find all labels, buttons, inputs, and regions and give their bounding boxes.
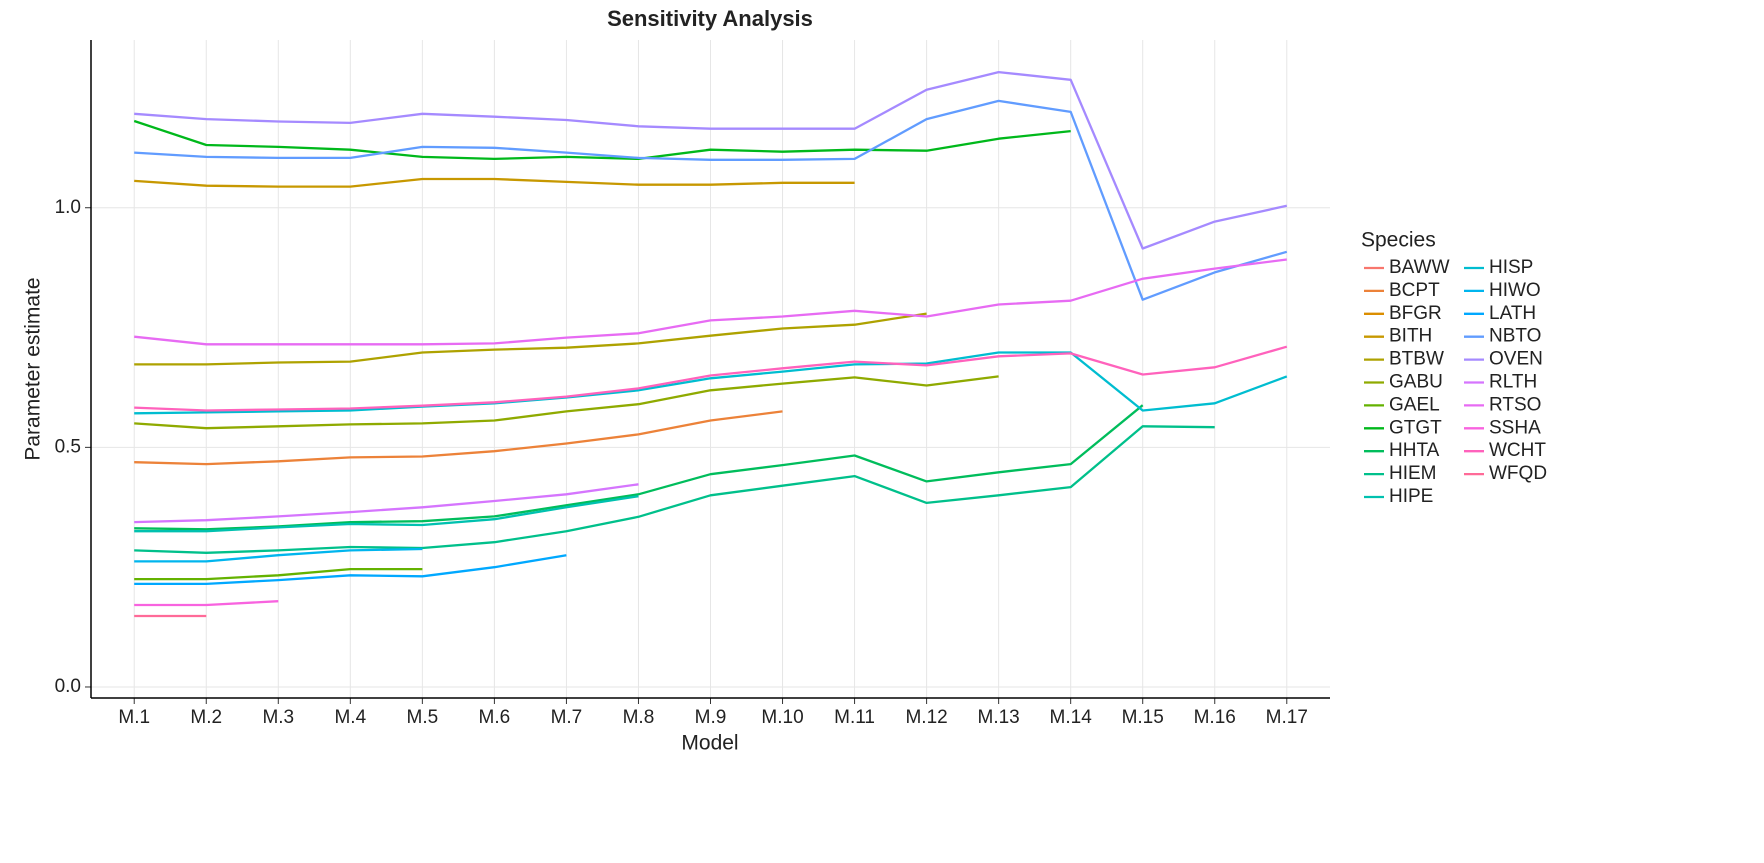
legend-label: RLTH: [1489, 372, 1537, 393]
x-tick-label: M.2: [190, 707, 222, 728]
legend-label: HIPE: [1389, 486, 1433, 507]
y-tick-label: 0.0: [55, 676, 81, 697]
series-line: [134, 70, 1288, 250]
x-tick-label: M.7: [551, 707, 583, 728]
x-tick-label: M.11: [834, 707, 875, 728]
series-line: [134, 351, 1288, 415]
series-line: [134, 258, 1287, 346]
x-tick-label: M.14: [1050, 707, 1093, 728]
x-tick-label: M.12: [905, 707, 947, 728]
series-line: [134, 567, 423, 581]
series-line: [134, 495, 639, 533]
legend-label: HISP: [1489, 257, 1533, 278]
x-tick-label: M.3: [262, 707, 294, 728]
series-line: [134, 312, 927, 366]
legend-label: NBTO: [1489, 326, 1541, 347]
x-tick-label: M.9: [695, 707, 727, 728]
legend-label: GAEL: [1389, 394, 1440, 415]
series-line: [134, 404, 1144, 531]
legend-label: HIWO: [1489, 280, 1541, 301]
x-axis-title: Model: [681, 732, 738, 755]
x-tick-label: M.16: [1194, 707, 1236, 728]
y-tick-label: 1.0: [55, 197, 81, 218]
chart-title: Sensitivity Analysis: [607, 6, 813, 31]
legend-label: BAWW: [1389, 257, 1450, 278]
legend-label: LATH: [1489, 303, 1536, 324]
legend-title: Species: [1361, 229, 1436, 252]
series-line: [134, 600, 279, 607]
legend-label: RTSO: [1489, 394, 1541, 415]
x-tick-label: M.8: [623, 707, 655, 728]
series-line: [134, 554, 567, 586]
x-tick-label: M.13: [978, 707, 1020, 728]
series-line: [134, 410, 783, 466]
x-tick-label: M.6: [479, 707, 511, 728]
legend-label: BTBW: [1389, 349, 1444, 370]
series-line: [134, 177, 855, 188]
x-tick-label: M.5: [407, 707, 439, 728]
x-tick-label: M.1: [118, 707, 150, 728]
series-line: [134, 375, 999, 430]
legend-label: WCHT: [1489, 440, 1546, 461]
legend-label: OVEN: [1489, 349, 1543, 370]
y-axis-title: Parameter estimate: [22, 277, 45, 460]
series-line: [134, 483, 639, 524]
legend-label: HIEM: [1389, 463, 1437, 484]
y-tick-label: 0.5: [55, 436, 81, 457]
x-tick-label: M.17: [1266, 707, 1308, 728]
series-line: [133, 119, 1071, 161]
legend-label: BCPT: [1389, 280, 1440, 301]
x-tick-label: M.10: [761, 707, 803, 728]
x-tick-label: M.4: [334, 707, 366, 728]
series-line: [134, 547, 423, 563]
legend-label: BITH: [1389, 326, 1432, 347]
legend-label: BFGR: [1389, 303, 1442, 324]
series-line: [134, 425, 1215, 554]
legend-label: GABU: [1389, 372, 1443, 393]
legend-label: WFQD: [1489, 463, 1547, 484]
legend-label: GTGT: [1389, 417, 1442, 438]
series-line: [134, 345, 1288, 412]
legend-label: HHTA: [1389, 440, 1440, 461]
series-line: [134, 99, 1288, 301]
legend-label: SSHA: [1489, 417, 1541, 438]
x-tick-label: M.15: [1122, 707, 1164, 728]
